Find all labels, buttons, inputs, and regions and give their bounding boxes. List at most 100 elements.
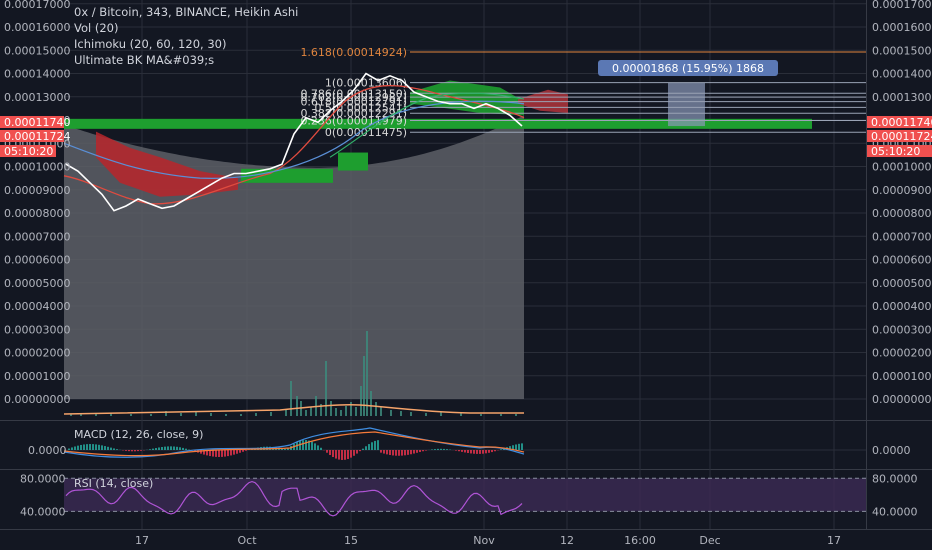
right-y-tick: 0.00014000 [872, 68, 932, 81]
right-y-tick: 0.00006000 [872, 254, 932, 267]
macd-histogram-bar [149, 449, 151, 450]
left-y-tick: 0.00015000 [4, 44, 70, 57]
left-second-price-tag-bg [0, 130, 64, 142]
rsi-right-tick: 40.0000 [872, 505, 918, 518]
macd-histogram-bar [494, 450, 496, 452]
macd-histogram-bar [425, 450, 427, 451]
macd-histogram-bar [134, 450, 136, 452]
macd-histogram-bar [374, 440, 376, 450]
green-cloud-1 [241, 168, 333, 183]
volume-bar [440, 412, 442, 416]
macd-histogram-bar [362, 448, 364, 450]
macd-histogram-bar [479, 450, 481, 454]
legend-title[interactable]: 0x / Bitcoin, 343, BINANCE, Heikin Ashi [74, 5, 299, 19]
macd-histogram-bar [461, 450, 463, 452]
x-tick: 16:00 [624, 534, 656, 547]
macd-histogram-bar [101, 445, 103, 450]
legend-vol[interactable]: Vol (20) [74, 21, 119, 35]
macd-histogram-bar [458, 450, 460, 452]
macd-histogram-bar [350, 450, 352, 458]
macd-histogram-bar [203, 450, 205, 455]
fib-label: 0.236(0.00011979) [300, 114, 407, 127]
macd-histogram-bar [227, 450, 229, 457]
right-countdown-tag-bg [867, 145, 932, 157]
macd-histogram-bar [230, 450, 232, 456]
macd-histogram-bar [131, 450, 133, 452]
macd-histogram-bar [311, 441, 313, 450]
green-cloud-2 [338, 152, 368, 171]
macd-histogram-bar [464, 450, 466, 453]
macd-histogram-bar [473, 450, 475, 454]
left-y-tick: 0.00006000 [4, 254, 70, 267]
right-second-price-tag: 0.00011724 [871, 130, 932, 143]
x-tick: 17 [827, 534, 841, 547]
macd-histogram-bar [86, 444, 88, 450]
volume-bar [296, 396, 298, 416]
macd-histogram-bar [107, 446, 109, 450]
macd-histogram-bar [434, 449, 436, 450]
x-tick: Nov [473, 534, 495, 547]
macd-histogram-bar [344, 450, 346, 460]
right-y-tick: 0.00000000 [872, 393, 932, 406]
volume-bar [375, 402, 377, 416]
left-y-tick: 0.00005000 [4, 277, 70, 290]
macd-histogram-bar [167, 446, 169, 450]
volume-bar [310, 407, 312, 416]
volume-bar [320, 404, 322, 416]
macd-histogram-bar [368, 444, 370, 450]
macd-label[interactable]: MACD (12, 26, close, 9) [74, 428, 204, 441]
macd-left-tick: 0.0000 [28, 444, 67, 457]
macd-histogram-bar [320, 447, 322, 450]
volume-bar [460, 413, 462, 416]
measure-label-bg [598, 60, 778, 76]
macd-histogram-bar [80, 444, 82, 450]
volume-bar [515, 414, 517, 416]
macd-histogram-bar [359, 450, 361, 452]
macd-histogram-bar [383, 450, 385, 454]
macd-histogram-bar [161, 446, 163, 450]
measure-box [668, 82, 705, 127]
volume-bar [210, 413, 212, 416]
left-y-tick: 0.00014000 [4, 68, 70, 81]
right-y-tick: 0.00007000 [872, 230, 932, 243]
macd-histogram-bar [92, 444, 94, 450]
volume-bar [330, 401, 332, 416]
volume-bar [425, 413, 427, 416]
macd-histogram-bar [182, 447, 184, 450]
legend-ichimoku[interactable]: Ichimoku (20, 60, 120, 30) [74, 37, 227, 51]
macd-histogram-bar [77, 445, 79, 450]
fib-label: 0.702(0.00012982) [300, 91, 407, 104]
macd-histogram-bar [422, 450, 424, 452]
volume-bar [225, 414, 227, 416]
volume-bar [335, 408, 337, 416]
macd-histogram-bar [482, 450, 484, 454]
macd-histogram-bar [389, 450, 391, 455]
macd-histogram-bar [233, 450, 235, 455]
volume-bar [95, 414, 97, 416]
rsi-left-tick: 80.0000 [20, 472, 66, 485]
macd-histogram-bar [221, 450, 223, 457]
volume-bar [150, 414, 152, 416]
macd-histogram-bar [164, 446, 166, 450]
macd-histogram-bar [404, 450, 406, 456]
macd-histogram-bar [302, 440, 304, 450]
macd-right-tick: 0.0000 [872, 444, 911, 457]
macd-histogram-bar [218, 450, 220, 457]
volume-bar [480, 414, 482, 416]
volume-bar [340, 410, 342, 416]
macd-histogram-bar [185, 448, 187, 450]
measure-label: 0.00001868 (15.95%) 1868 [612, 62, 764, 75]
macd-histogram-bar [128, 450, 130, 452]
volume-bar [390, 410, 392, 416]
macd-histogram-bar [398, 450, 400, 456]
x-tick: 17 [135, 534, 149, 547]
macd-histogram-bar [332, 450, 334, 457]
volume-bar [110, 413, 112, 416]
macd-histogram-bar [512, 445, 514, 450]
legend-ultimate-ma[interactable]: Ultimate BK MA&#039;s [74, 53, 215, 67]
macd-histogram-bar [392, 450, 394, 456]
rsi-label[interactable]: RSI (14, close) [74, 477, 154, 490]
volume-bar [325, 361, 327, 416]
